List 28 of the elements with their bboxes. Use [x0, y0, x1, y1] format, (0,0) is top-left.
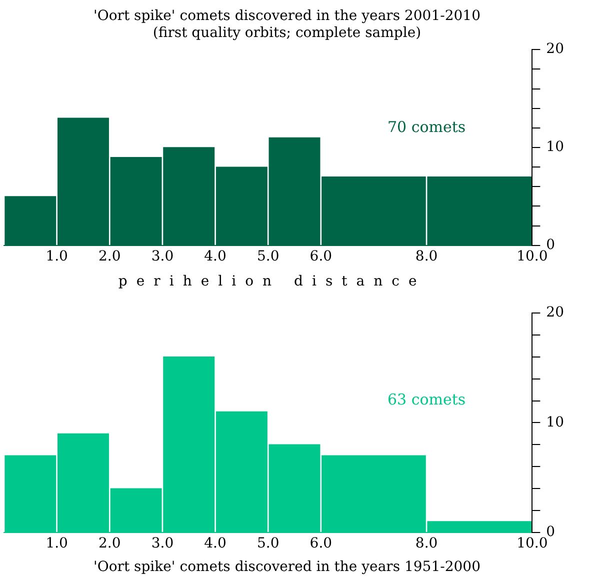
x-tick-label: 8.0	[415, 535, 438, 552]
x-tick-label: 5.0	[256, 535, 280, 552]
x-tick-label: 1.0	[46, 535, 68, 552]
x-tick-label: 6.0	[310, 535, 332, 552]
x-tick-label: 8.0	[415, 248, 438, 264]
x-tick-label: 4.0	[204, 535, 226, 552]
y-tick-label: 10	[546, 414, 564, 430]
y-tick-label: 0	[546, 237, 556, 254]
y-tick-label: 20	[546, 41, 564, 58]
y-tick-label: 20	[546, 304, 564, 321]
x-tick-label: 2.0	[98, 535, 121, 552]
x-tick-label: 10.0	[516, 535, 548, 552]
annotation: 63 comets	[387, 390, 466, 409]
x-tick-label: 3.0	[151, 248, 174, 264]
x-tick-label: 1.0	[46, 248, 68, 264]
x-tick-label: 5.0	[256, 248, 280, 264]
annotation: 70 comets	[387, 118, 466, 136]
x-tick-label: 10.0	[516, 248, 548, 264]
y-tick-label: 0	[546, 524, 556, 540]
x-tick-label: 6.0	[310, 248, 332, 264]
chart-subtitle: (first quality orbits; complete sample)	[152, 24, 422, 41]
x-axis-title: perihelion distance	[118, 274, 426, 290]
x-tick-label: 2.0	[98, 248, 121, 264]
text: 'Oort spike' comets discovered in the years 1951-2000	[94, 559, 480, 576]
y-tick-label: 10	[546, 139, 564, 156]
chart-title: 'Oort spike' comets discovered in the years 2001-2010	[94, 8, 480, 24]
x-tick-label: 3.0	[151, 535, 174, 552]
x-tick-label: 4.0	[204, 248, 226, 264]
